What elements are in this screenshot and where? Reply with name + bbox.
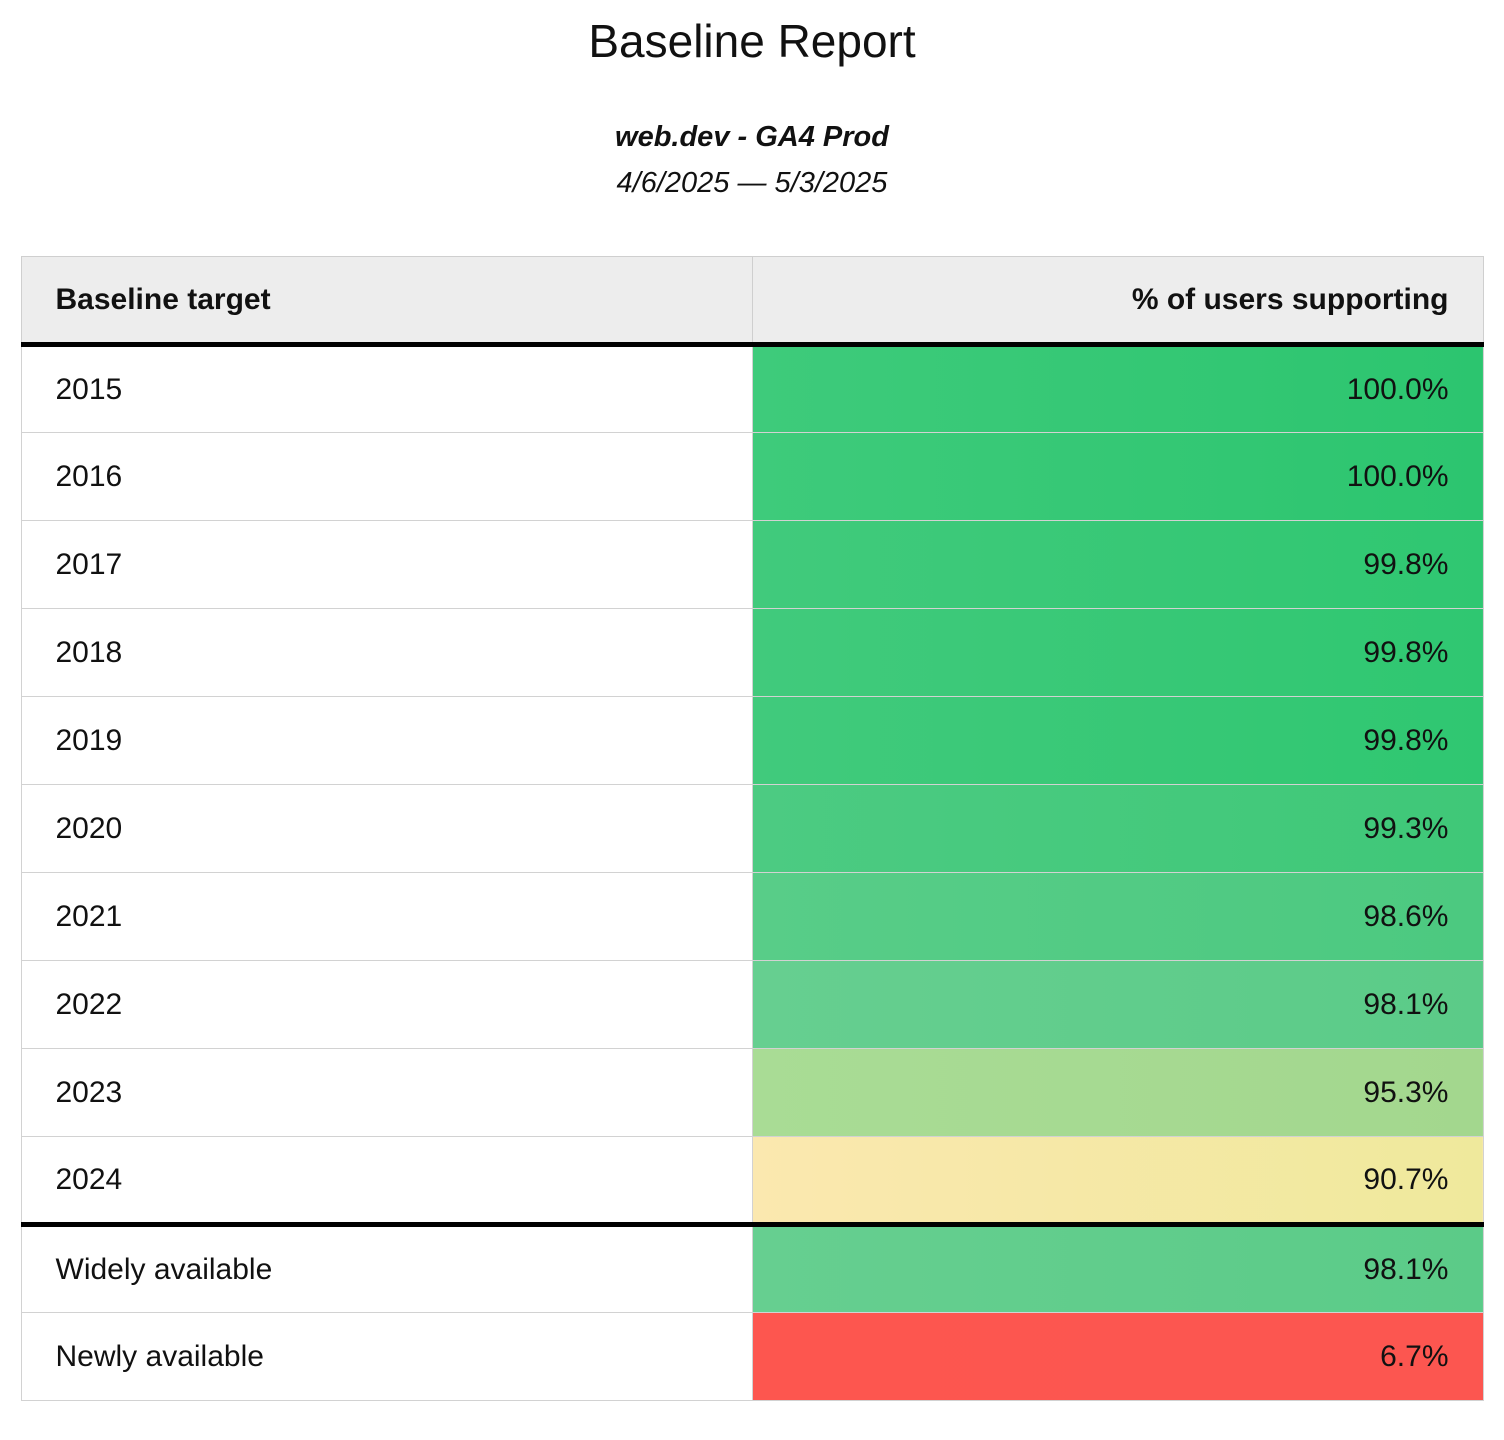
baseline-target-cell: 2021 [20,872,753,961]
support-percent-cell: 99.8% [751,696,1484,785]
support-percent-cell: 98.1% [751,960,1484,1049]
report-page: Baseline Report web.dev - GA4 Prod 4/6/2… [0,14,1504,1440]
baseline-target-cell: 2018 [20,608,753,697]
table-row: 2024 90.7% [20,1136,1484,1225]
table-row: 2019 99.8% [20,696,1484,785]
baseline-target-cell: 2023 [20,1048,753,1137]
baseline-target-cell: 2019 [20,696,753,785]
support-percent-cell: 100.0% [751,432,1484,521]
table-row: Newly available 6.7% [20,1312,1484,1401]
column-header-percent-supporting: % of users supporting [751,256,1484,347]
report-date-range: 4/6/2025 — 5/3/2025 [616,167,888,199]
support-percent-cell: 99.8% [751,608,1484,697]
baseline-target-cell: Newly available [20,1312,753,1401]
table-body: 2015 100.0% 2016 100.0% 2017 99.8% 2018 … [20,344,1484,1401]
baseline-target-cell: 2022 [20,960,753,1049]
baseline-target-cell: Widely available [20,1222,753,1313]
baseline-report-table: Baseline target % of users supporting 20… [20,256,1484,1401]
baseline-target-cell: 2017 [20,520,753,609]
support-percent-cell: 90.7% [751,1136,1484,1225]
table-row: Widely available 98.1% [20,1222,1484,1313]
table-row: 2018 99.8% [20,608,1484,697]
page-title: Baseline Report [588,15,916,67]
table-row: 2016 100.0% [20,432,1484,521]
table-row: 2021 98.6% [20,872,1484,961]
table-row: 2023 95.3% [20,1048,1484,1137]
column-header-baseline-target: Baseline target [20,256,753,347]
baseline-target-cell: 2015 [20,344,753,433]
support-percent-cell: 99.3% [751,784,1484,873]
support-percent-cell: 95.3% [751,1048,1484,1137]
table-header: Baseline target % of users supporting [20,256,1484,347]
support-percent-cell: 99.8% [751,520,1484,609]
table-row: 2020 99.3% [20,784,1484,873]
table-row: 2015 100.0% [20,344,1484,433]
support-percent-cell: 98.1% [751,1222,1484,1313]
table-header-row: Baseline target % of users supporting [20,256,1484,347]
support-percent-cell: 6.7% [751,1312,1484,1401]
baseline-target-cell: 2024 [20,1136,753,1225]
report-source-subtitle: web.dev - GA4 Prod [615,121,889,153]
support-percent-cell: 100.0% [751,344,1484,433]
table-row: 2017 99.8% [20,520,1484,609]
baseline-target-cell: 2016 [20,432,753,521]
table-row: 2022 98.1% [20,960,1484,1049]
baseline-target-cell: 2020 [20,784,753,873]
support-percent-cell: 98.6% [751,872,1484,961]
